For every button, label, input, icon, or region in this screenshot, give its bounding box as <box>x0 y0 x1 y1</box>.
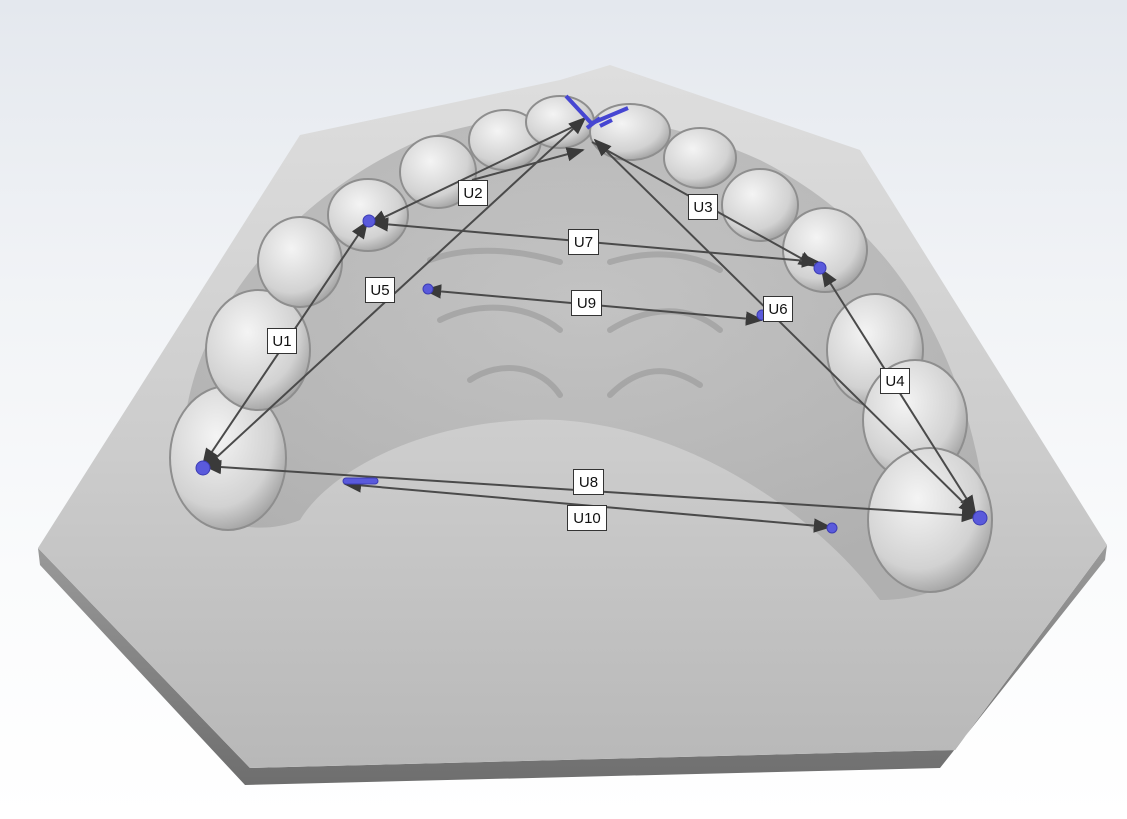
tooth-right-lateral-incisor <box>663 127 737 189</box>
landmarks[interactable] <box>195 94 988 534</box>
line-u5 <box>203 116 587 470</box>
landmark-left-premolar[interactable] <box>422 283 434 295</box>
measurement-label-u4[interactable]: U4 <box>880 368 910 394</box>
tooth-right-premolar-1 <box>782 207 868 293</box>
tooth-right-canine <box>721 168 799 242</box>
measurement-label-u2[interactable]: U2 <box>458 180 488 206</box>
tooth-left-premolar-2 <box>257 216 343 308</box>
measurement-label-u6[interactable]: U6 <box>763 296 793 322</box>
measurement-label-u5[interactable]: U5 <box>365 277 395 303</box>
landmark-right-molar[interactable] <box>972 510 988 526</box>
landmark-right-canine[interactable] <box>813 261 827 275</box>
landmark-left-molar[interactable] <box>195 460 211 476</box>
measurement-label-u7[interactable]: U7 <box>568 229 599 255</box>
measurement-label-u3[interactable]: U3 <box>688 194 718 220</box>
landmark-left-canine[interactable] <box>362 214 376 228</box>
tooth-right-central-incisor <box>589 103 671 161</box>
landmark-right-molar-2[interactable] <box>826 522 838 534</box>
measurement-label-u9[interactable]: U9 <box>571 290 602 316</box>
landmark-left-molar-2[interactable] <box>342 477 379 485</box>
measurement-label-u10[interactable]: U10 <box>567 505 607 531</box>
measurement-label-u8[interactable]: U8 <box>573 469 604 495</box>
line-u6 <box>593 138 977 516</box>
incisor-landmark-cluster[interactable] <box>564 94 629 130</box>
measurement-label-u1[interactable]: U1 <box>267 328 297 354</box>
